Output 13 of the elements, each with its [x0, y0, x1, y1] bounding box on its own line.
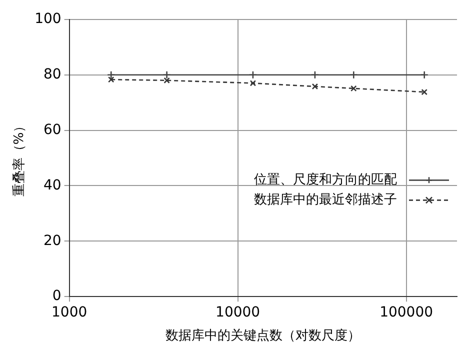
y-tick-label: 100 [34, 11, 62, 28]
y-tick-label: 20 [43, 232, 62, 249]
legend-label: 数据库中的最近邻描述子 [254, 192, 397, 208]
y-tick-label: 40 [43, 177, 62, 194]
x-tick-label: 10000 [216, 304, 260, 321]
y-tick-label: 60 [43, 122, 62, 138]
y-tick-label: 0 [52, 288, 62, 304]
legend-label: 位置、尺度和方向的匹配 [254, 172, 397, 188]
x-axis-title: 数据库中的关键点数（对数尺度） [166, 328, 361, 344]
y-axis-title: 重叠率（%） [11, 119, 28, 197]
x-tick-label: 1000 [52, 304, 88, 321]
y-tick-label: 80 [43, 66, 62, 82]
x-tick-label: 100000 [380, 304, 434, 321]
